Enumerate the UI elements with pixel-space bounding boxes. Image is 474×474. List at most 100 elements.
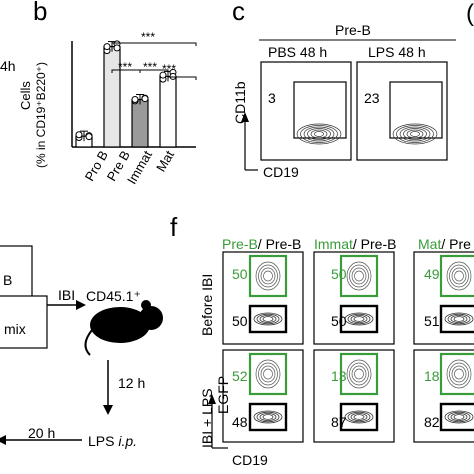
f-flow-plot-frame [222, 349, 304, 443]
b-data-point [85, 133, 93, 141]
f-contour-lower [347, 411, 371, 423]
b-data-point [141, 95, 149, 103]
f-egfp-label: EGFP [215, 375, 231, 414]
e-12h-label: 12 h [118, 375, 146, 391]
f-contour-lower [256, 313, 280, 325]
c-contour [300, 125, 338, 143]
f-value-r3c2: 13 [331, 368, 347, 384]
f-col-header-3: Mat/ Pre [418, 236, 471, 252]
f-row-label-ibi-lps: IBI + LPS [199, 388, 215, 448]
f-contour-upper [255, 261, 281, 291]
b-bar [159, 75, 177, 148]
panel-letter-f: f [170, 212, 178, 242]
e-arrowhead-down [103, 405, 113, 415]
f-contour-lower [259, 314, 277, 323]
f-value-r2c2: 50 [331, 313, 347, 329]
f-value-r1c3: 49 [424, 266, 440, 282]
f-flow-plot-frame [413, 349, 474, 443]
f-contour-upper [449, 264, 469, 288]
f-contour-upper [258, 362, 278, 386]
f-contour-lower [444, 410, 474, 424]
c-plot-title-2: LPS 48 h [368, 44, 426, 60]
sig-star-2: *** [143, 60, 158, 74]
c-y-arrowhead [241, 112, 249, 122]
c-xaxis-label: CD19 [263, 164, 299, 180]
f-value-r4c2: 87 [331, 414, 347, 430]
b-data-point [131, 96, 139, 103]
b-data-point [103, 43, 111, 51]
f-contour-lower [450, 314, 468, 323]
e-ibi-label: IBI [58, 287, 76, 303]
e-20h-label: 20 h [28, 425, 56, 441]
f-contour-lower [353, 316, 365, 322]
b-sig-bracket [167, 76, 197, 80]
f-contour-upper [354, 270, 364, 282]
panel-letter-c: c [232, 0, 245, 26]
f-green-gate [439, 254, 474, 298]
f-contour-lower [350, 412, 368, 421]
c-contour [392, 123, 438, 145]
f-contour-upper [451, 365, 467, 383]
mouse-tail [84, 329, 93, 356]
c-contour [406, 129, 424, 139]
f-green-gate [339, 254, 379, 298]
f-contour-lower [253, 410, 283, 424]
f-contour-upper [346, 261, 372, 291]
c-contour [410, 131, 420, 137]
f-contour-upper [349, 264, 369, 288]
b-bar [131, 98, 149, 148]
f-contour-lower [453, 414, 465, 420]
f-black-gate [339, 304, 379, 334]
c-contour [303, 126, 335, 142]
e-box-2 [0, 295, 48, 349]
c-contour [396, 125, 434, 143]
mouse-icon [90, 307, 150, 343]
f-value-r4c3: 82 [424, 414, 440, 430]
f-col-header-2: Immat/ Pre-B [314, 236, 397, 252]
sig-star-3: *** [141, 30, 156, 44]
f-green-gate [248, 352, 288, 396]
f-black-gate [339, 402, 379, 432]
f-xaxis-label: CD19 [232, 452, 268, 468]
e-arrowhead [76, 300, 86, 310]
f-contour-upper [260, 267, 276, 285]
f-contour-lower [262, 414, 274, 420]
f-contour-lower [256, 411, 280, 423]
e-lps-label: LPS i.p. [88, 433, 138, 449]
f-contour-upper [263, 368, 273, 380]
f-black-gate [248, 402, 288, 432]
f-value-r3c3: 18 [424, 368, 440, 384]
e-cd45-label: CD45.1⁺ [86, 288, 141, 304]
e-arrowhead-left [0, 435, 6, 445]
f-flow-plot-frame [222, 251, 304, 345]
c-plot-value-1: 3 [268, 90, 276, 106]
f-flow-plot-frame [313, 349, 395, 443]
f-value-r2c3: 51 [424, 313, 440, 329]
f-contour-upper [449, 362, 469, 386]
b-sig-bracket [139, 69, 169, 73]
c-plot-title-1: PBS 48 h [268, 44, 328, 60]
c-contour [296, 123, 342, 145]
f-value-r2c1: 50 [232, 313, 248, 329]
f-contour-upper [258, 264, 278, 288]
f-contour-upper [454, 270, 464, 282]
f-contour-lower [453, 316, 465, 322]
sig-star-4: *** [162, 62, 177, 76]
b-sig-bracket [111, 42, 197, 46]
f-contour-upper [351, 365, 367, 383]
f-contour-lower [353, 414, 365, 420]
f-contour-lower [444, 312, 474, 326]
f-black-gate [248, 304, 288, 334]
mouse-head [139, 306, 163, 330]
f-row-label-before: Before IBI [199, 273, 215, 336]
f-contour-upper [255, 359, 281, 389]
f-contour-upper [263, 270, 273, 282]
f-green-gate [339, 352, 379, 396]
f-contour-lower [447, 411, 471, 423]
f-flow-plot-frame [413, 251, 474, 345]
f-flow-plot-frame [313, 251, 395, 345]
f-contour-upper [454, 368, 464, 380]
f-contour-upper [446, 261, 472, 291]
f-value-r4c1: 48 [232, 414, 248, 430]
